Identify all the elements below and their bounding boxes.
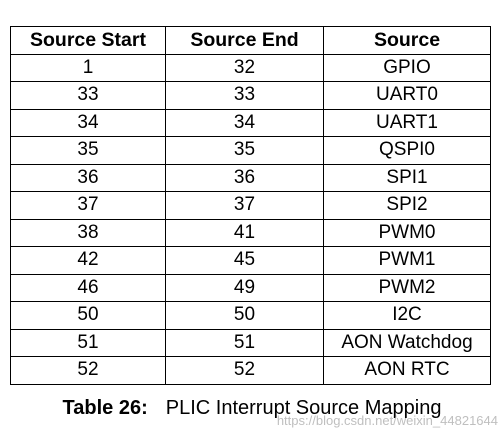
cell-source-start: 1 (10, 53, 166, 82)
watermark: https://blog.csdn.net/weixin_44821644 (276, 413, 498, 428)
cell-source-end: 33 (165, 81, 324, 110)
cell-source-end: 34 (165, 108, 324, 137)
cell-source-end: 45 (165, 246, 324, 275)
table-row: 50 50 I2C (10, 301, 491, 330)
cell-source: UART1 (323, 108, 491, 137)
cell-source: I2C (323, 301, 491, 330)
cell-source: AON Watchdog (323, 328, 491, 357)
cell-source: PWM2 (323, 273, 491, 302)
interrupt-source-table: Source Start Source End Source 1 32 GPIO… (10, 26, 491, 385)
cell-source-start: 51 (10, 328, 166, 357)
table-row: 38 41 PWM0 (10, 218, 491, 247)
table-row: 46 49 PWM2 (10, 273, 491, 302)
caption-label: Table 26: (62, 397, 148, 419)
table-caption: Table 26: PLIC Interrupt Source Mapping (0, 397, 504, 420)
cell-source-start: 33 (10, 81, 166, 110)
table-body: 1 32 GPIO 33 33 UART0 34 34 UART1 35 35 … (10, 53, 491, 385)
header-source-start: Source Start (10, 26, 166, 55)
cell-source: PWM0 (323, 218, 491, 247)
table-row: 51 51 AON Watchdog (10, 328, 491, 357)
header-row: Source Start Source End Source (10, 26, 491, 55)
table-row: 52 52 AON RTC (10, 356, 491, 385)
cell-source: PWM1 (323, 246, 491, 275)
cell-source: AON RTC (323, 356, 491, 385)
cell-source: SPI2 (323, 191, 491, 220)
cell-source-end: 35 (165, 136, 324, 165)
cell-source-start: 37 (10, 191, 166, 220)
cell-source-end: 36 (165, 163, 324, 192)
cell-source-end: 50 (165, 301, 324, 330)
cell-source-start: 52 (10, 356, 166, 385)
table-row: 36 36 SPI1 (10, 163, 491, 192)
cell-source: SPI1 (323, 163, 491, 192)
table-row: 1 32 GPIO (10, 53, 491, 82)
table-row: 35 35 QSPI0 (10, 136, 491, 165)
table-row: 33 33 UART0 (10, 81, 491, 110)
cell-source-start: 36 (10, 163, 166, 192)
header-source-end: Source End (165, 26, 324, 55)
cell-source-start: 35 (10, 136, 166, 165)
cell-source-end: 49 (165, 273, 324, 302)
cell-source-end: 52 (165, 356, 324, 385)
header-source: Source (323, 26, 491, 55)
cell-source: QSPI0 (323, 136, 491, 165)
cell-source-end: 37 (165, 191, 324, 220)
caption-text: PLIC Interrupt Source Mapping (165, 397, 442, 419)
cell-source-end: 32 (165, 53, 324, 82)
cell-source-end: 51 (165, 328, 324, 357)
table-row: 34 34 UART1 (10, 108, 491, 137)
cell-source-start: 50 (10, 301, 166, 330)
cell-source: GPIO (323, 53, 491, 82)
table-row: 37 37 SPI2 (10, 191, 491, 220)
table-row: 42 45 PWM1 (10, 246, 491, 275)
cell-source-start: 46 (10, 273, 166, 302)
cell-source-start: 34 (10, 108, 166, 137)
cell-source-start: 38 (10, 218, 166, 247)
cell-source-end: 41 (165, 218, 324, 247)
cell-source: UART0 (323, 81, 491, 110)
cell-source-start: 42 (10, 246, 166, 275)
